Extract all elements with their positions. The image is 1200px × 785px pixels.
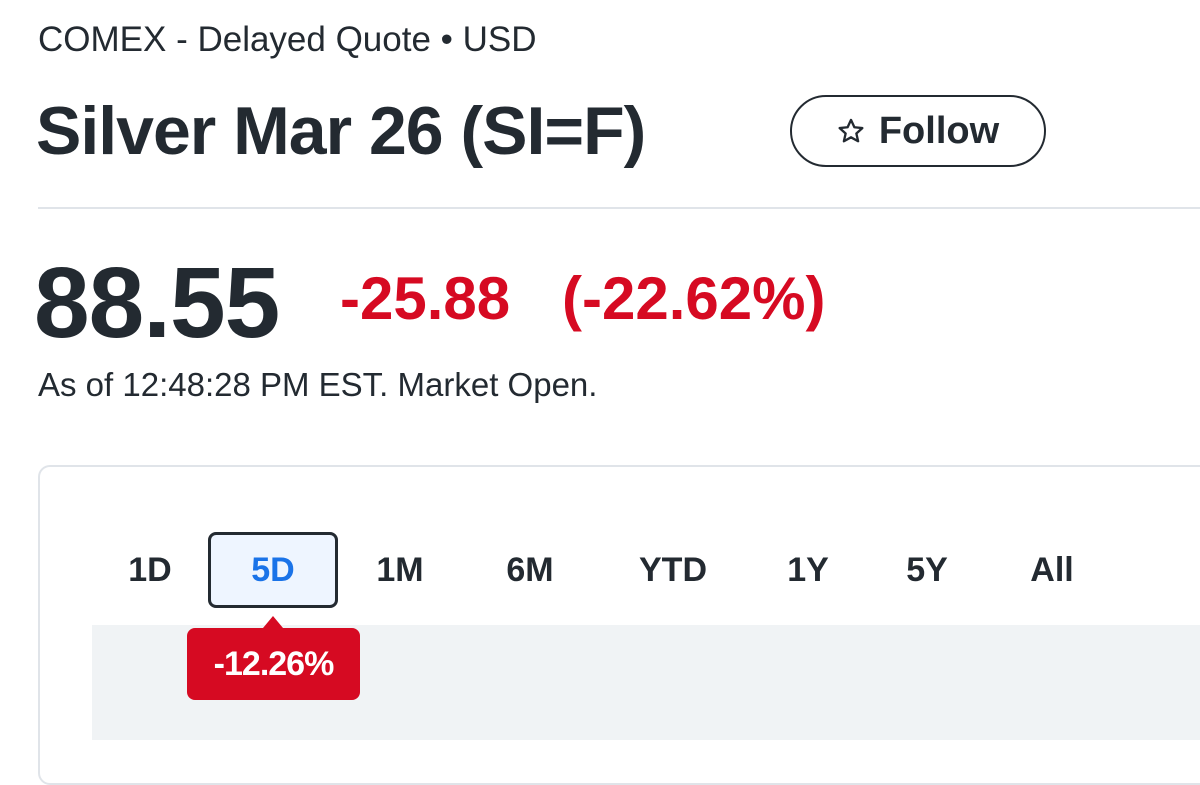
follow-label: Follow <box>878 109 1000 152</box>
range-tab[interactable]: All <box>1030 551 1074 589</box>
range-change-badge: -12.26% <box>187 628 360 700</box>
title: Silver Mar 26 (SI=F) <box>36 93 646 169</box>
page: COMEX - Delayed Quote • USD Silver Mar 2… <box>34 20 1200 785</box>
divider <box>38 207 1200 209</box>
percent-change: (-22.62%) <box>562 265 826 332</box>
range-tab[interactable]: 5Y <box>906 551 948 589</box>
range-tab[interactable]: 5D <box>208 532 338 608</box>
range-tab[interactable]: 6M <box>506 551 554 589</box>
exchange-line: COMEX - Delayed Quote • USD <box>38 20 537 59</box>
market-status: As of 12:48:28 PM EST. Market Open. <box>38 366 598 403</box>
range-tab[interactable]: 1M <box>376 551 424 589</box>
price: 88.55 <box>34 247 280 359</box>
follow-button[interactable]: Follow <box>790 95 1046 167</box>
star-icon <box>838 118 864 143</box>
range-tab[interactable]: 1D <box>128 551 172 589</box>
badge-pointer <box>263 616 283 628</box>
range-tab[interactable]: YTD <box>639 551 707 589</box>
range-tab[interactable]: 1Y <box>787 551 829 589</box>
price-change: -25.88 <box>340 265 511 332</box>
